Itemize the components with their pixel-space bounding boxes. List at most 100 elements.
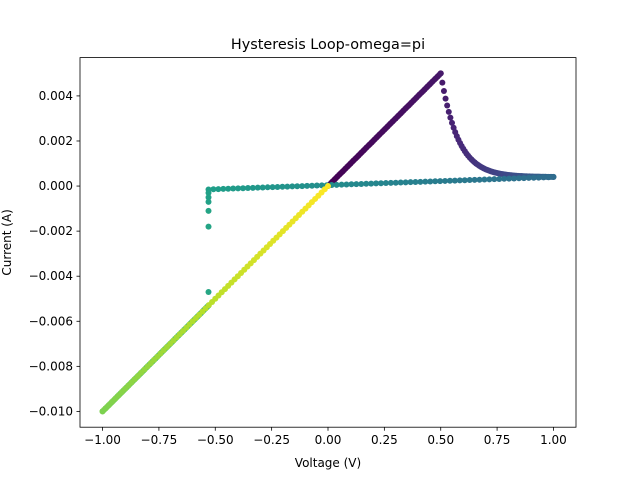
data-point-return: [476, 176, 483, 183]
data-point-return: [254, 184, 261, 191]
x-tick-label: 1.00: [540, 433, 567, 447]
data-point-return: [348, 181, 355, 188]
data-point-return: [225, 185, 232, 192]
data-point-return: [407, 179, 414, 186]
data-point-return: [422, 178, 429, 185]
data-point-return: [313, 182, 320, 189]
data-point-return: [446, 177, 453, 184]
data-point-return: [373, 180, 380, 187]
data-point-isolated: [205, 223, 212, 230]
y-tick-label: −0.004: [29, 269, 73, 283]
data-point-return: [471, 176, 478, 183]
x-tick-label: −0.50: [197, 433, 234, 447]
data-point-return: [363, 180, 370, 187]
data-point-return: [210, 186, 217, 193]
data-point-return: [550, 174, 557, 181]
data-point-isolated: [205, 207, 212, 214]
scatter-points: [99, 70, 557, 415]
data-point-decay: [437, 70, 444, 77]
x-tick-label: 0.50: [427, 433, 454, 447]
data-point-return: [525, 174, 532, 181]
data-point-return: [279, 183, 286, 190]
data-point-return: [530, 174, 537, 181]
data-point-return: [249, 184, 256, 191]
data-point-return: [343, 181, 350, 188]
data-point-decay: [449, 119, 455, 126]
y-tick-label: −0.006: [29, 314, 73, 328]
x-axis-ticks: −1.00 −0.75 −0.50 −0.25 0.00 0.25 0.50 0.75 1.00: [84, 427, 567, 447]
plot-area: [80, 57, 576, 428]
data-point-return: [437, 178, 444, 185]
x-axis-label: Voltage (V): [295, 456, 361, 470]
data-point-return: [486, 176, 493, 183]
x-tick-label: 0.00: [315, 433, 342, 447]
data-point-return: [540, 174, 547, 181]
data-point-return: [244, 185, 251, 192]
data-point-return: [466, 177, 473, 184]
data-point-decay: [444, 102, 451, 109]
data-point-return: [338, 181, 345, 188]
data-point-return: [451, 177, 458, 184]
data-point-return: [501, 175, 508, 182]
data-point-return: [294, 183, 301, 190]
data-point-return: [402, 179, 409, 186]
data-point-return: [308, 182, 315, 189]
data-point-return: [220, 185, 227, 192]
data-point-return: [358, 180, 365, 187]
data-point-return: [333, 181, 340, 188]
data-point-return: [377, 180, 384, 187]
data-point-decay: [447, 114, 454, 121]
data-point-decay: [442, 95, 449, 102]
data-point-return: [520, 175, 527, 182]
data-point-final: [325, 183, 331, 190]
data-point-return: [461, 177, 468, 184]
data-point-return: [511, 175, 518, 182]
data-point-return: [235, 185, 242, 192]
data-point-return: [417, 178, 424, 185]
data-point-return: [264, 184, 271, 191]
data-point-return: [432, 178, 439, 185]
data-point-return: [259, 184, 266, 191]
x-tick-label: 0.25: [371, 433, 398, 447]
data-point-return: [506, 175, 513, 182]
y-tick-label: 0.000: [39, 179, 73, 193]
data-point-isolated: [205, 288, 212, 295]
data-point-return: [412, 179, 419, 185]
data-point-return: [397, 179, 404, 186]
data-point-return: [240, 185, 246, 192]
data-point-return: [535, 174, 542, 181]
data-point-decay: [440, 87, 447, 94]
data-point-return: [442, 177, 449, 184]
data-point-return: [304, 182, 311, 189]
data-point-isolated: [205, 198, 212, 205]
data-point-return: [274, 183, 281, 190]
data-point-return: [299, 183, 306, 190]
data-point-isolated: [205, 189, 212, 196]
y-tick-label: −0.010: [29, 404, 73, 418]
data-point-decay: [445, 108, 452, 115]
chart-title: Hysteresis Loop-omega=pi: [231, 37, 425, 53]
x-tick-label: −0.75: [141, 433, 178, 447]
y-tick-label: −0.008: [29, 359, 73, 373]
data-point-return: [392, 179, 399, 186]
data-point-isolated: [205, 194, 212, 201]
data-point-decay: [439, 79, 446, 86]
data-point-return: [284, 183, 291, 190]
x-tick-label: −1.00: [84, 433, 121, 447]
data-point-return: [269, 184, 276, 191]
data-point-return: [215, 186, 222, 193]
data-point-return: [353, 181, 360, 188]
data-point-return: [491, 176, 498, 183]
y-tick-label: 0.004: [39, 89, 73, 103]
data-point-return: [387, 179, 394, 186]
data-point-return: [545, 174, 552, 181]
y-axis-label: Current (A): [0, 209, 14, 275]
x-tick-label: 0.75: [484, 433, 511, 447]
data-point-return: [496, 175, 503, 182]
data-point-return: [456, 177, 463, 184]
data-point-return: [481, 176, 488, 183]
x-tick-label: −0.25: [253, 433, 290, 447]
data-point-return: [289, 183, 296, 190]
y-tick-label: −0.002: [29, 224, 73, 238]
